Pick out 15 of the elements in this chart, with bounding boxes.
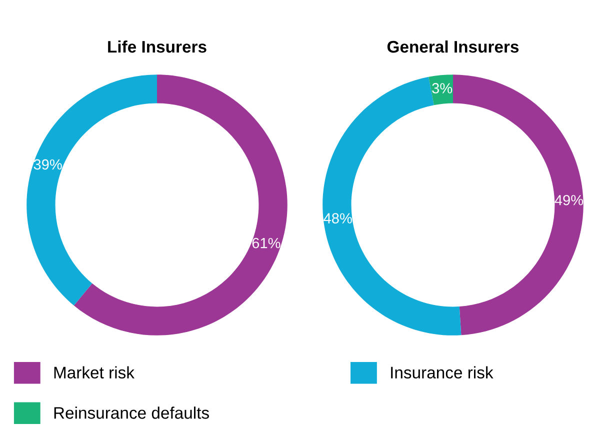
donut-slice — [26, 74, 157, 306]
chart-title: General Insurers — [387, 40, 519, 53]
legend-label: Insurance risk — [391, 366, 494, 378]
donut-slice — [74, 74, 288, 336]
data-label: 61% — [252, 238, 280, 248]
donut-slice — [428, 74, 453, 106]
donut-slice — [453, 74, 584, 336]
data-label: 48% — [324, 213, 352, 224]
legend-label: Market risk — [54, 366, 134, 378]
data-label: 3% — [432, 83, 452, 94]
donut-slice — [322, 76, 462, 336]
legend-label: Reinsurance defaults — [54, 406, 209, 419]
chart-title: Life Insurers — [108, 40, 206, 53]
data-label: 49% — [554, 194, 584, 206]
data-label: 39% — [34, 159, 62, 170]
